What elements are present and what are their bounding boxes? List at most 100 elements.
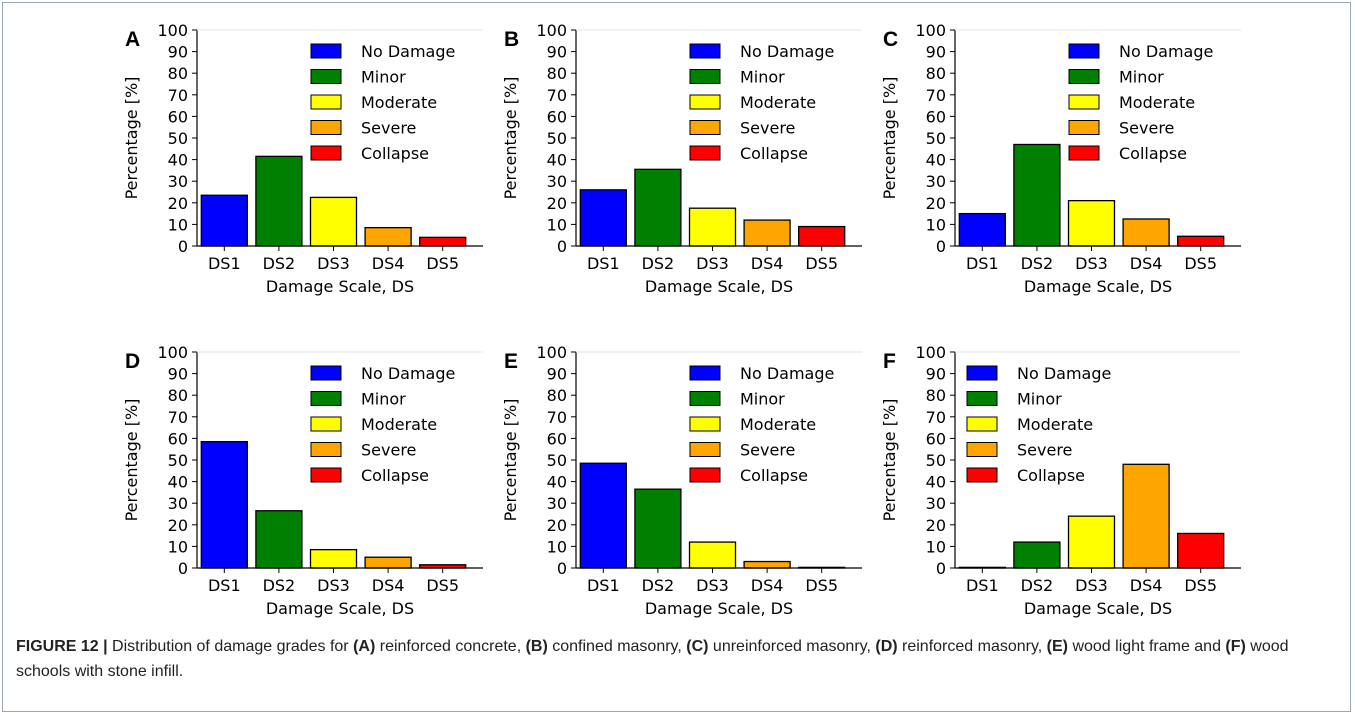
legend-label-d-4: Severe <box>361 441 416 460</box>
legend-label-a-3: Moderate <box>361 93 437 112</box>
legend-swatch-d-1 <box>310 365 342 381</box>
y-tick-label-c-9: 90 <box>926 43 946 62</box>
bar-a-ds3 <box>309 196 358 247</box>
legend-swatch-b-5 <box>689 145 721 161</box>
legend-b: No Damage Minor Moderate Severe Collapse <box>689 42 834 163</box>
y-axis-label-d: Percentage [%] <box>122 399 141 522</box>
y-axis-label-f: Percentage [%] <box>880 399 899 522</box>
caption-part-e: wood light frame and <box>1068 638 1226 655</box>
x-axis-label-e: Damage Scale, DS <box>645 599 793 618</box>
legend-label-b-2: Minor <box>740 68 785 87</box>
y-tick-label-e-7: 70 <box>547 408 567 427</box>
legend-label-e-5: Collapse <box>740 466 808 485</box>
y-tick-label-e-10: 100 <box>536 343 567 362</box>
legend-label-d-5: Collapse <box>361 466 429 485</box>
caption-letter-c: (C) <box>686 638 709 655</box>
x-tick-label-c-3: DS3 <box>1075 254 1108 273</box>
figure-caption: FIGURE 12 | Distribution of damage grade… <box>16 634 1316 684</box>
legend-label-c-3: Moderate <box>1119 93 1195 112</box>
legend-swatch-e-4 <box>689 442 721 457</box>
legend-label-a-1: No Damage <box>361 42 455 61</box>
y-tick-label-e-1: 10 <box>547 537 567 556</box>
y-tick-label-f-1: 10 <box>926 537 946 556</box>
x-axis-label-f: Damage Scale, DS <box>1024 599 1172 618</box>
x-tick-label-f-5: DS5 <box>1184 576 1217 595</box>
y-tick-label-b-0: 0 <box>557 237 567 256</box>
bar-f-ds5 <box>1177 532 1225 569</box>
y-tick-label-e-5: 50 <box>547 451 567 470</box>
y-tick-label-a-7: 70 <box>168 86 188 105</box>
legend-label-a-4: Severe <box>361 119 416 138</box>
x-tick-label-a-1: DS1 <box>208 254 241 273</box>
bar-e-ds2 <box>634 488 682 569</box>
caption-part-c: unreinforced masonry, <box>708 638 876 655</box>
bar-c-ds4 <box>1122 218 1170 247</box>
chart-panel-d: D DS1 DS2 DS3 DS4 DS5 0 10 20 30 40 50 60 70 80 90 100 Da… <box>122 343 483 618</box>
y-tick-label-b-3: 30 <box>547 172 567 191</box>
legend-swatch-c-1 <box>1068 43 1100 59</box>
x-tick-label-f-2: DS2 <box>1021 576 1054 595</box>
legend-label-b-4: Severe <box>740 119 795 138</box>
panel-letter-b: B <box>504 28 519 51</box>
legend-swatch-a-5 <box>310 145 342 161</box>
y-tick-label-a-6: 60 <box>168 107 188 126</box>
legend-a: No Damage Minor Moderate Severe Collapse <box>310 42 455 163</box>
y-tick-label-f-8: 80 <box>926 386 946 405</box>
y-tick-label-d-4: 40 <box>168 473 188 492</box>
y-tick-label-f-2: 20 <box>926 516 946 535</box>
y-tick-label-b-10: 100 <box>536 21 567 40</box>
x-tick-label-a-5: DS5 <box>426 254 459 273</box>
x-tick-label-d-4: DS4 <box>372 576 405 595</box>
caption-letter-b: (B) <box>525 638 548 655</box>
bar-c-ds1 <box>958 212 1006 247</box>
legend-swatch-e-2 <box>689 391 721 406</box>
y-tick-label-e-8: 80 <box>547 386 567 405</box>
caption-letter-e: (E) <box>1046 638 1068 655</box>
y-tick-label-c-10: 100 <box>915 21 946 40</box>
bar-b-ds1 <box>579 189 627 247</box>
chart-panel-a: A DS1 DS2 DS3 DS4 DS5 0 10 20 30 40 50 60 70 80 90 100 Da… <box>122 21 483 296</box>
legend-label-f-4: Severe <box>1017 441 1072 460</box>
legend-label-a-2: Minor <box>361 68 406 87</box>
bar-b-ds4 <box>743 219 791 247</box>
y-tick-label-a-4: 40 <box>168 151 188 170</box>
chart-panel-f: F DS1 DS2 DS3 DS4 DS5 0 10 20 30 40 50 60 70 80 90 100 Da… <box>880 343 1241 618</box>
y-tick-label-c-2: 20 <box>926 194 946 213</box>
legend-label-d-3: Moderate <box>361 415 437 434</box>
legend-label-e-2: Minor <box>740 390 785 409</box>
legend-swatch-e-3 <box>689 416 721 432</box>
y-tick-label-a-3: 30 <box>168 172 188 191</box>
y-axis-label-a: Percentage [%] <box>122 77 141 200</box>
legend-label-a-5: Collapse <box>361 144 429 163</box>
y-tick-label-f-10: 100 <box>915 343 946 362</box>
legend-label-e-4: Severe <box>740 441 795 460</box>
y-tick-label-a-9: 90 <box>168 43 188 62</box>
bar-e-ds3 <box>688 541 737 569</box>
bar-a-ds1 <box>200 194 248 247</box>
y-tick-label-b-6: 60 <box>547 107 567 126</box>
legend-label-d-1: No Damage <box>361 364 455 383</box>
legend-swatch-b-3 <box>689 94 721 110</box>
x-tick-label-b-5: DS5 <box>805 254 838 273</box>
x-tick-label-b-2: DS2 <box>642 254 675 273</box>
legend-swatch-a-4 <box>310 120 342 135</box>
bar-c-ds2 <box>1013 143 1061 247</box>
chart-panel-c: C DS1 DS2 DS3 DS4 DS5 0 10 20 30 40 50 60 70 80 90 100 Da… <box>880 21 1241 296</box>
caption-text: Distribution of damage grades for <box>107 638 354 655</box>
y-axis-label-c: Percentage [%] <box>880 77 899 200</box>
x-tick-label-b-4: DS4 <box>751 254 784 273</box>
legend-swatch-f-2 <box>966 391 998 406</box>
y-tick-label-b-4: 40 <box>547 151 567 170</box>
y-tick-label-d-8: 80 <box>168 386 188 405</box>
x-axis-label-a: Damage Scale, DS <box>266 277 414 296</box>
legend-d: No Damage Minor Moderate Severe Collapse <box>310 364 455 485</box>
x-tick-label-c-2: DS2 <box>1021 254 1054 273</box>
legend-swatch-e-5 <box>689 467 721 483</box>
y-tick-label-f-5: 50 <box>926 451 946 470</box>
legend-label-c-1: No Damage <box>1119 42 1213 61</box>
x-tick-label-e-3: DS3 <box>696 576 729 595</box>
bar-e-ds4 <box>743 560 791 569</box>
caption-lead: FIGURE 12 | <box>16 638 108 655</box>
x-tick-label-d-1: DS1 <box>208 576 241 595</box>
panel-letter-e: E <box>504 350 518 373</box>
